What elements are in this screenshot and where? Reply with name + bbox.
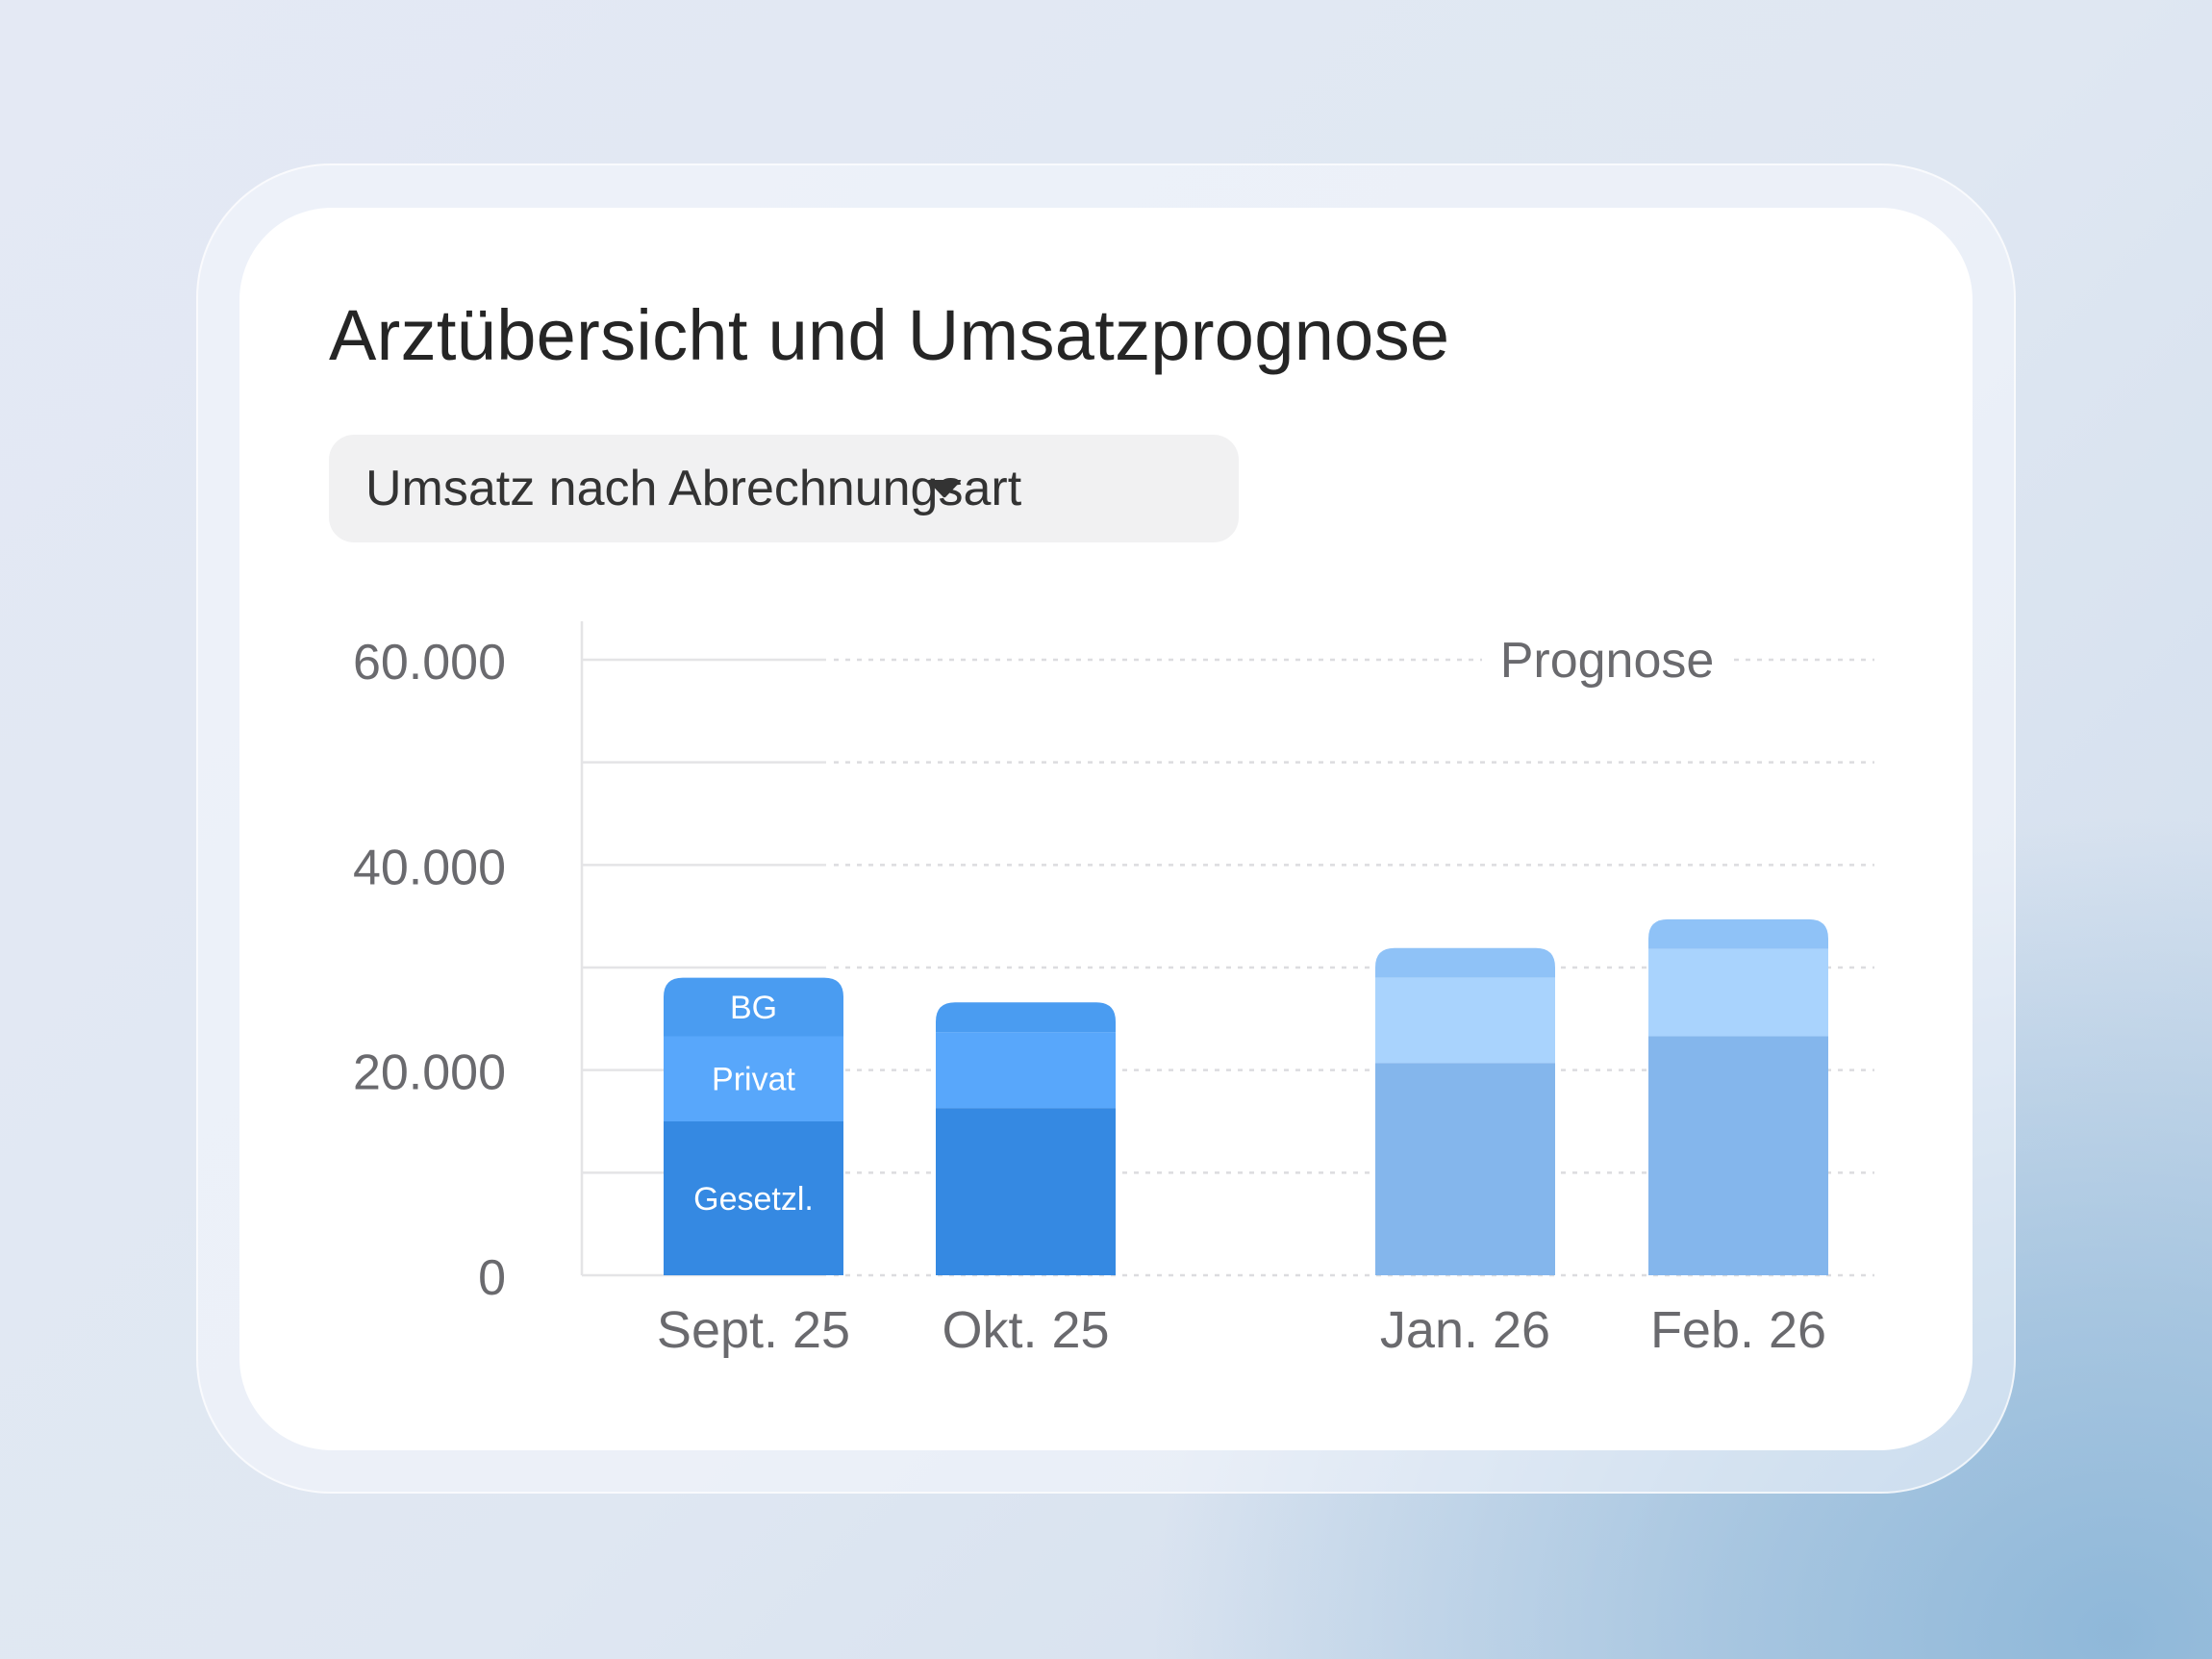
segment-gesetzl xyxy=(664,1121,843,1275)
segment-gesetzl xyxy=(1375,1063,1555,1275)
x-tick-label: Sept. 25 xyxy=(657,1301,850,1359)
y-axis: 0 20.000 40.000 60.000 xyxy=(353,621,584,1306)
bar-forecast xyxy=(1648,918,1828,1275)
x-tick-label: Okt. 25 xyxy=(942,1301,1109,1359)
bar xyxy=(936,1002,1116,1275)
forecast-annotation: Prognose xyxy=(1482,621,1732,689)
segment-privat xyxy=(664,1036,843,1121)
card-title: Arztübersicht und Umsatzprognose xyxy=(329,295,1450,375)
series-label: Gesetzl. xyxy=(693,1181,814,1218)
y-tick-label: 0 xyxy=(478,1250,506,1306)
x-tick-label: Jan. 26 xyxy=(1380,1301,1550,1359)
stacked-bar-chart: 0 20.000 40.000 60.000 Gesetzl. Privat BG Sep… xyxy=(353,621,1874,1359)
bar-forecast xyxy=(1375,947,1555,1275)
x-tick-label: Feb. 26 xyxy=(1650,1301,1826,1359)
segment-privat xyxy=(1648,948,1828,1037)
forecast-label: Prognose xyxy=(1500,633,1715,689)
y-tick-label: 60.000 xyxy=(353,635,506,691)
series-label: BG xyxy=(730,990,777,1026)
segment-gesetzl xyxy=(1648,1036,1828,1275)
segment-bg xyxy=(936,1002,1116,1033)
dropdown-selected-value: Umsatz nach Abrechnungsart xyxy=(365,461,1022,516)
segment-bg xyxy=(1648,918,1828,949)
segment-bg xyxy=(664,977,843,1037)
y-tick-label: 40.000 xyxy=(353,840,506,895)
forecast-label-background xyxy=(1482,621,1732,689)
x-axis-labels: Sept. 25 Okt. 25 Jan. 26 Feb. 26 xyxy=(657,1301,1826,1359)
bars: Gesetzl. Privat BG xyxy=(664,918,1828,1275)
segment-gesetzl xyxy=(936,1108,1116,1275)
series-label: Privat xyxy=(712,1062,795,1098)
caret-down-icon[interactable] xyxy=(926,478,963,499)
segment-privat xyxy=(1375,977,1555,1064)
billing-type-dropdown[interactable]: Umsatz nach Abrechnungsart xyxy=(329,435,1239,542)
bar: Gesetzl. Privat BG xyxy=(664,977,843,1275)
y-tick-label: 20.000 xyxy=(353,1045,506,1101)
segment-bg xyxy=(1375,947,1555,978)
segment-privat xyxy=(936,1032,1116,1109)
